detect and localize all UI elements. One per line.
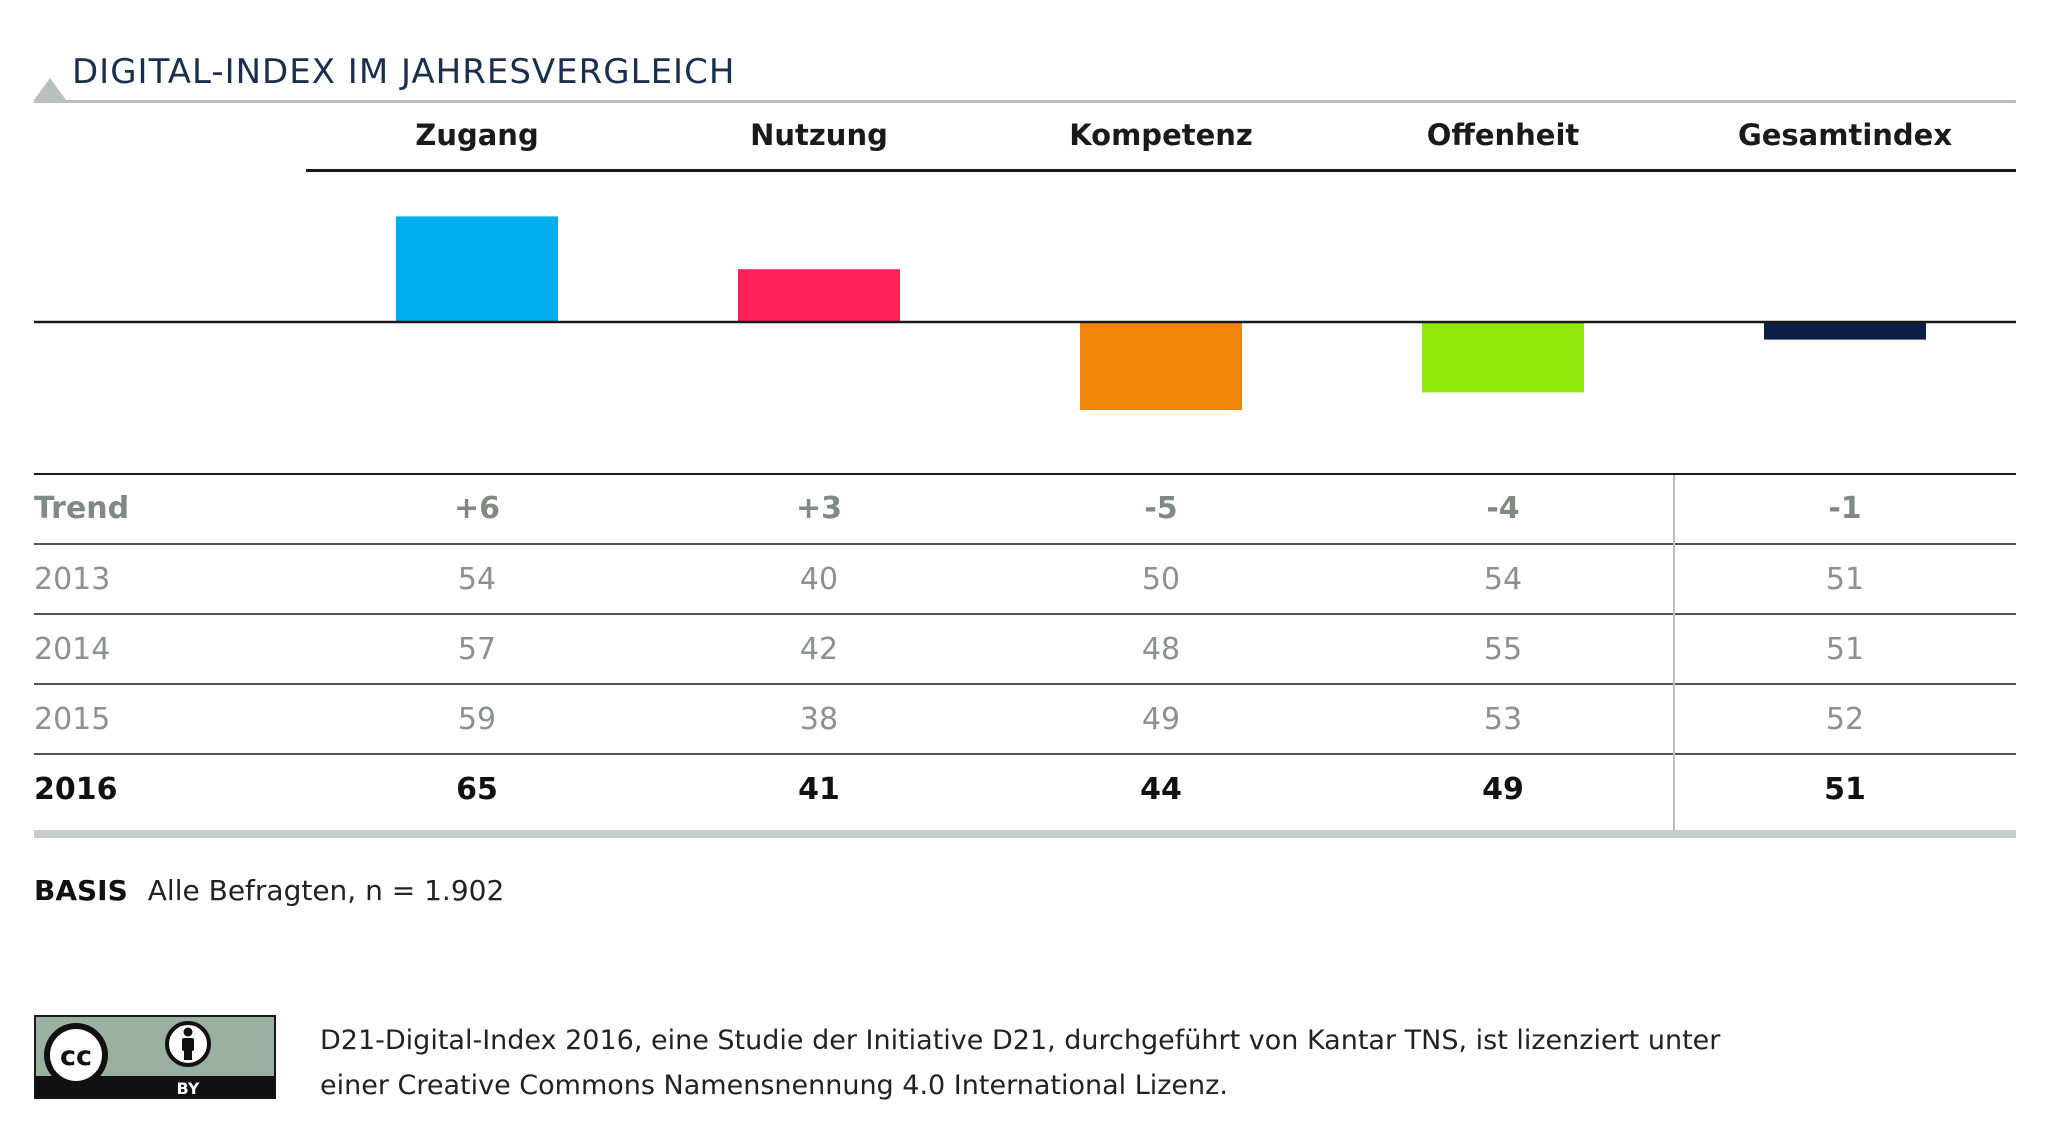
cc-by-license-icon[interactable]: cc BY — [34, 1015, 276, 1099]
row-label: Trend — [34, 491, 130, 526]
table-cell: 44 — [1140, 772, 1182, 807]
license-text: D21-Digital-Index 2016, eine Studie der … — [320, 1018, 1720, 1108]
table-row-divider — [34, 753, 2016, 755]
basis-text: Alle Befragten, n = 1.902 — [147, 874, 505, 907]
row-label: 2013 — [34, 562, 111, 597]
table-cell: 59 — [457, 702, 497, 737]
table-cell: 40 — [799, 562, 839, 597]
by-label: BY — [177, 1079, 200, 1098]
table-cell: -1 — [1828, 491, 1862, 526]
table-cell: +3 — [795, 491, 842, 526]
table-cell: 51 — [1825, 562, 1865, 597]
table-cell: 42 — [799, 632, 839, 667]
table-cell: 53 — [1483, 702, 1523, 737]
table-cell: 57 — [457, 632, 497, 667]
table-cell: 55 — [1483, 632, 1523, 667]
table-row-divider — [34, 683, 2016, 685]
table-cell: -5 — [1144, 491, 1178, 526]
gesamtindex-separator — [1673, 475, 1675, 830]
table-cell: 41 — [798, 772, 840, 807]
table-row-divider — [34, 613, 2016, 615]
chart-header: DIGITAL-INDEX IM JAHRESVERGLEICH — [34, 50, 2016, 104]
table-cell: 50 — [1141, 562, 1181, 597]
table-cell: 51 — [1824, 772, 1866, 807]
table-cell: -4 — [1486, 491, 1520, 526]
title-divider — [34, 100, 2016, 103]
row-label: 2015 — [34, 702, 111, 737]
row-label: 2014 — [34, 632, 111, 667]
column-header-offenheit: Offenheit — [1426, 118, 1580, 152]
table-cell: 54 — [457, 562, 497, 597]
basis-label: BASIS — [34, 874, 128, 907]
column-header-zugang: Zugang — [415, 118, 539, 152]
bar-zugang — [396, 216, 558, 322]
bar-kompetenz — [1080, 322, 1242, 410]
table-cell: 49 — [1482, 772, 1524, 807]
bar-offenheit — [1422, 322, 1584, 393]
table-cell: 54 — [1483, 562, 1523, 597]
table-cell: 52 — [1825, 702, 1865, 737]
license-line-2: einer Creative Commons Namensnennung 4.0… — [320, 1070, 1228, 1101]
row-label: 2016 — [34, 772, 118, 807]
basis-note: BASIS Alle Befragten, n = 1.902 — [34, 874, 504, 907]
chart-title: DIGITAL-INDEX IM JAHRESVERGLEICH — [72, 52, 736, 92]
cc-letters: cc — [60, 1041, 92, 1072]
triangle-marker-icon — [34, 78, 66, 100]
bar-chart — [34, 216, 2016, 410]
table-cell: +6 — [453, 491, 500, 526]
table-cell: 48 — [1141, 632, 1181, 667]
table-bottom-rule — [34, 830, 2016, 838]
header-divider — [306, 169, 2016, 172]
license-line-1: D21-Digital-Index 2016, eine Studie der … — [320, 1025, 1721, 1056]
column-header-kompetenz: Kompetenz — [1069, 118, 1253, 152]
table-top-rule — [34, 473, 2016, 475]
column-header-nutzung: Nutzung — [750, 118, 888, 152]
table-row-divider — [34, 543, 2016, 545]
table-cell: 65 — [456, 772, 498, 807]
column-header-gesamtindex: Gesamtindex — [1737, 118, 1953, 152]
table-cell: 38 — [799, 702, 839, 737]
table-cell: 49 — [1141, 702, 1181, 737]
bar-gesamtindex — [1764, 322, 1926, 340]
bar-nutzung — [738, 269, 900, 322]
table-cell: 51 — [1825, 632, 1865, 667]
